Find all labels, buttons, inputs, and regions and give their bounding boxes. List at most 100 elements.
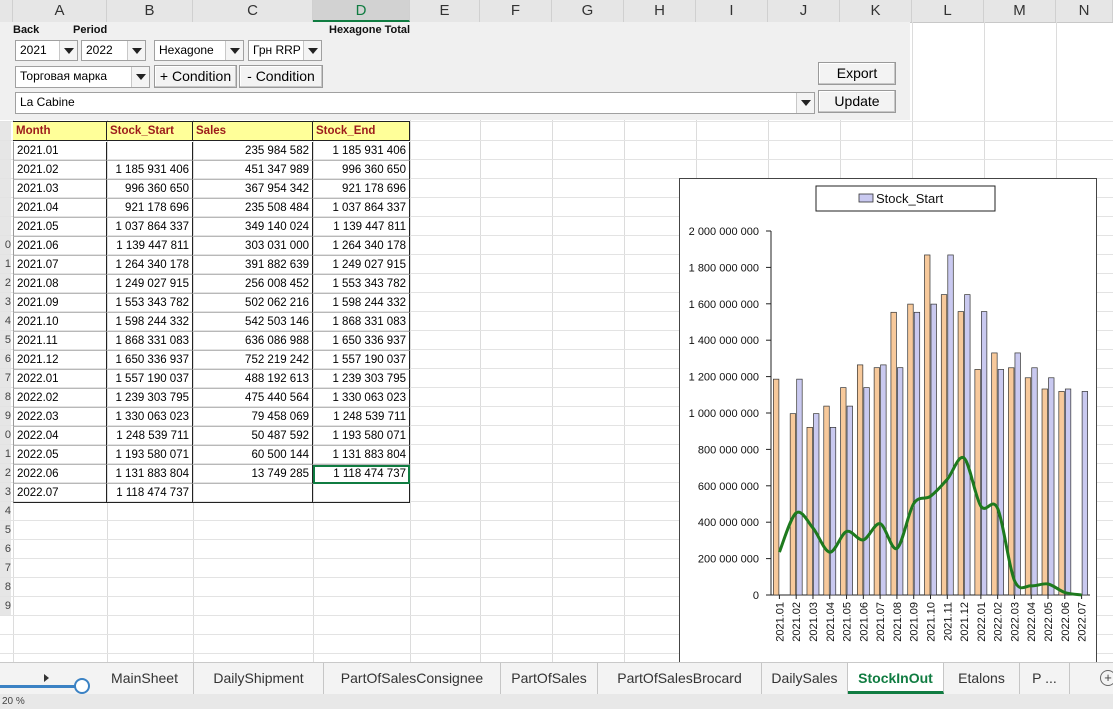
cell-stock-end[interactable]: 1 264 340 178 bbox=[313, 237, 410, 256]
cell-stock-start[interactable]: 1 553 343 782 bbox=[107, 294, 193, 313]
cell-stock-end[interactable]: 1 118 474 737 bbox=[313, 465, 410, 484]
row-number[interactable]: 7 bbox=[0, 369, 11, 387]
cell-month[interactable]: 2022.01 bbox=[13, 370, 107, 389]
header-stock-end[interactable]: Stock_End bbox=[313, 121, 410, 141]
cell-month[interactable]: 2021.08 bbox=[13, 275, 107, 294]
row-number[interactable]: 9 bbox=[0, 407, 11, 425]
tab-etalons[interactable]: Etalons bbox=[944, 663, 1020, 694]
cell-month[interactable]: 2021.02 bbox=[13, 161, 107, 180]
column-header-m[interactable]: M bbox=[984, 0, 1056, 22]
chevron-down-icon[interactable] bbox=[131, 67, 149, 87]
cell-stock-end[interactable]: 996 360 650 bbox=[313, 161, 410, 180]
cell-sales[interactable] bbox=[193, 484, 313, 503]
cell-sales[interactable]: 752 219 242 bbox=[193, 351, 313, 370]
column-header-l[interactable]: L bbox=[912, 0, 984, 22]
row-number[interactable]: 8 bbox=[0, 388, 11, 406]
year-from-select[interactable]: 2021 bbox=[15, 40, 78, 61]
cell-stock-end[interactable]: 921 178 696 bbox=[313, 180, 410, 199]
cell-stock-start[interactable]: 1 598 244 332 bbox=[107, 313, 193, 332]
cell-stock-end[interactable]: 1 868 331 083 bbox=[313, 313, 410, 332]
attribute-select[interactable]: Торговая марка bbox=[15, 66, 150, 88]
tab-dailysales[interactable]: DailySales bbox=[762, 663, 848, 694]
cell-sales[interactable]: 79 458 069 bbox=[193, 408, 313, 427]
column-header-b[interactable]: B bbox=[107, 0, 193, 22]
tab-dailyshipment[interactable]: DailyShipment bbox=[194, 663, 324, 694]
column-header-e[interactable]: E bbox=[410, 0, 480, 22]
cell-stock-start[interactable]: 1 650 336 937 bbox=[107, 351, 193, 370]
cell-month[interactable]: 2022.02 bbox=[13, 389, 107, 408]
chevron-down-icon[interactable] bbox=[225, 41, 243, 60]
cell-stock-end[interactable]: 1 650 336 937 bbox=[313, 332, 410, 351]
cell-month[interactable]: 2022.03 bbox=[13, 408, 107, 427]
select-all-corner[interactable] bbox=[0, 0, 13, 22]
row-number[interactable]: 2 bbox=[0, 274, 11, 292]
row-number[interactable] bbox=[0, 217, 11, 235]
row-number[interactable]: 6 bbox=[0, 540, 11, 558]
row-number[interactable]: 9 bbox=[0, 597, 11, 615]
row-number[interactable]: 1 bbox=[0, 445, 11, 463]
cell-sales[interactable]: 50 487 592 bbox=[193, 427, 313, 446]
cell-sales[interactable]: 636 086 988 bbox=[193, 332, 313, 351]
cell-stock-end[interactable]: 1 139 447 811 bbox=[313, 218, 410, 237]
cell-stock-start[interactable]: 1 193 580 071 bbox=[107, 446, 193, 465]
column-header-d[interactable]: D bbox=[313, 0, 410, 22]
export-button[interactable]: Export bbox=[818, 62, 896, 85]
cell-stock-end[interactable]: 1 193 580 071 bbox=[313, 427, 410, 446]
stock-chart[interactable]: Stock_Start 0 200 000 000 400 000 000 600 00… bbox=[679, 178, 1097, 668]
cell-month[interactable]: 2022.06 bbox=[13, 465, 107, 484]
row-number[interactable] bbox=[0, 198, 11, 216]
header-month[interactable]: Month bbox=[13, 121, 107, 141]
cell-stock-end[interactable]: 1 185 931 406 bbox=[313, 142, 410, 161]
cell-stock-start[interactable]: 1 118 474 737 bbox=[107, 484, 193, 503]
row-number[interactable]: 2 bbox=[0, 464, 11, 482]
cell-month[interactable]: 2021.12 bbox=[13, 351, 107, 370]
column-header-a[interactable]: A bbox=[13, 0, 107, 22]
tab-partofsalesbrocard[interactable]: PartOfSalesBrocard bbox=[598, 663, 762, 694]
filter-value-select[interactable]: La Cabine bbox=[15, 92, 815, 114]
column-header-g[interactable]: G bbox=[552, 0, 624, 22]
cell-sales[interactable]: 303 031 000 bbox=[193, 237, 313, 256]
column-header-j[interactable]: J bbox=[768, 0, 840, 22]
zoom-slider-handle[interactable] bbox=[74, 678, 90, 694]
tab-partofsalesconsignee[interactable]: PartOfSalesConsignee bbox=[324, 663, 501, 694]
cell-stock-end[interactable]: 1 598 244 332 bbox=[313, 294, 410, 313]
cell-month[interactable]: 2021.09 bbox=[13, 294, 107, 313]
cell-stock-end[interactable]: 1 239 303 795 bbox=[313, 370, 410, 389]
add-sheet-icon[interactable]: + bbox=[1100, 670, 1113, 686]
chevron-down-icon[interactable] bbox=[127, 41, 145, 60]
row-number[interactable] bbox=[0, 122, 11, 140]
cell-sales[interactable]: 391 882 639 bbox=[193, 256, 313, 275]
cell-sales[interactable]: 367 954 342 bbox=[193, 180, 313, 199]
row-number[interactable]: 4 bbox=[0, 312, 11, 330]
cell-stock-end[interactable]: 1 248 539 711 bbox=[313, 408, 410, 427]
chevron-down-icon[interactable] bbox=[303, 41, 321, 60]
cell-sales[interactable]: 60 500 144 bbox=[193, 446, 313, 465]
cell-stock-end[interactable]: 1 131 883 804 bbox=[313, 446, 410, 465]
column-header-i[interactable]: I bbox=[696, 0, 768, 22]
row-number[interactable]: 3 bbox=[0, 293, 11, 311]
header-sales[interactable]: Sales bbox=[193, 121, 313, 141]
column-header-c[interactable]: C bbox=[193, 0, 313, 22]
cell-month[interactable]: 2021.10 bbox=[13, 313, 107, 332]
row-number[interactable]: 0 bbox=[0, 236, 11, 254]
cell-stock-start[interactable]: 921 178 696 bbox=[107, 199, 193, 218]
cell-stock-start[interactable]: 1 330 063 023 bbox=[107, 408, 193, 427]
cell-sales[interactable]: 256 008 452 bbox=[193, 275, 313, 294]
chevron-down-icon[interactable] bbox=[59, 41, 77, 60]
tab-stockinout[interactable]: StockInOut bbox=[848, 663, 944, 694]
cell-month[interactable]: 2022.07 bbox=[13, 484, 107, 503]
header-stock-start[interactable]: Stock_Start bbox=[107, 121, 193, 141]
chevron-down-icon[interactable] bbox=[796, 93, 814, 113]
column-header-f[interactable]: F bbox=[480, 0, 552, 22]
row-number[interactable]: 8 bbox=[0, 578, 11, 596]
cell-stock-start[interactable]: 1 264 340 178 bbox=[107, 256, 193, 275]
cell-sales[interactable]: 475 440 564 bbox=[193, 389, 313, 408]
row-number[interactable]: 4 bbox=[0, 502, 11, 520]
cell-stock-end[interactable]: 1 557 190 037 bbox=[313, 351, 410, 370]
cell-sales[interactable]: 349 140 024 bbox=[193, 218, 313, 237]
cell-month[interactable]: 2021.06 bbox=[13, 237, 107, 256]
cell-sales[interactable]: 235 508 484 bbox=[193, 199, 313, 218]
cell-stock-start[interactable]: 1 139 447 811 bbox=[107, 237, 193, 256]
cell-month[interactable]: 2021.01 bbox=[13, 142, 107, 161]
column-header-k[interactable]: K bbox=[840, 0, 912, 22]
